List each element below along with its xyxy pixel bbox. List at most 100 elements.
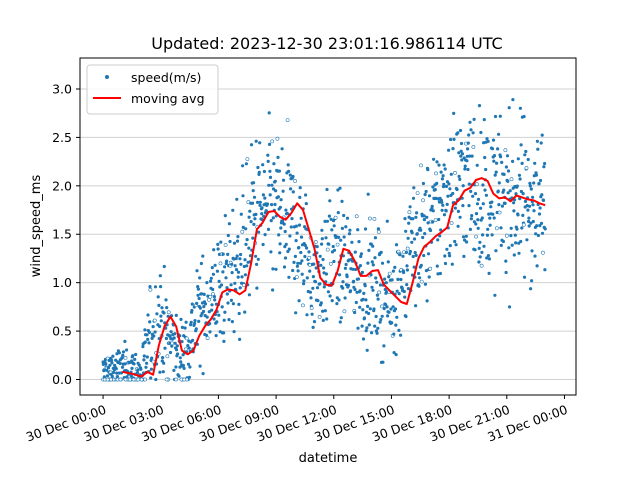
scatter-point <box>321 309 325 313</box>
scatter-point <box>423 192 427 197</box>
scatter-point <box>161 370 165 374</box>
scatter-point <box>125 348 129 352</box>
scatter-point <box>254 139 258 143</box>
scatter-point <box>510 243 514 247</box>
scatter-point <box>209 276 213 280</box>
scatter-point <box>540 231 545 235</box>
scatter-point <box>540 133 544 137</box>
scatter-point <box>448 254 452 258</box>
scatter-point <box>383 277 387 281</box>
scatter-point <box>435 160 439 164</box>
scatter-point <box>176 352 180 356</box>
scatter-point <box>405 268 409 272</box>
scatter-point <box>373 236 377 240</box>
scatter-point <box>173 341 177 345</box>
scatter-point <box>334 235 338 239</box>
scatter-point <box>431 185 435 189</box>
scatter-point <box>281 189 285 193</box>
scatter-point <box>470 154 474 158</box>
scatter-point <box>196 285 200 289</box>
scatter-point <box>447 182 451 186</box>
scatter-point <box>451 191 455 196</box>
scatter-point <box>367 216 372 221</box>
scatter-point <box>532 181 536 185</box>
scatter-point <box>255 286 259 290</box>
scatter-point <box>423 232 427 236</box>
scatter-point <box>221 270 225 274</box>
scatter-point <box>160 306 164 310</box>
scatter-point <box>448 187 452 191</box>
scatter-point <box>447 148 451 152</box>
scatter-point <box>404 314 408 319</box>
scatter-point <box>395 315 399 319</box>
scatter-point <box>531 219 535 224</box>
scatter-point <box>268 175 273 179</box>
scatter-point <box>190 308 194 313</box>
scatter-point <box>110 361 114 365</box>
scatter-point <box>232 241 237 245</box>
scatter-point <box>303 254 307 259</box>
scatter-point <box>475 202 480 206</box>
scatter-point <box>289 225 293 229</box>
scatter-point <box>287 275 291 279</box>
scatter-point <box>267 111 271 115</box>
scatter-point <box>474 234 479 239</box>
scatter-point <box>227 222 231 226</box>
scatter-point <box>487 212 491 216</box>
scatter-point <box>179 317 183 321</box>
scatter-point <box>356 277 360 281</box>
scatter-point <box>332 224 336 228</box>
scatter-point <box>543 161 547 166</box>
scatter-point <box>275 136 280 141</box>
scatter-point <box>491 138 496 142</box>
x-axis-label: datetime <box>299 451 358 466</box>
scatter-point <box>152 318 157 323</box>
scatter-point <box>364 329 368 333</box>
scatter-point <box>520 226 524 230</box>
scatter-point <box>335 296 339 300</box>
scatter-point <box>153 330 157 334</box>
scatter-point <box>525 238 529 242</box>
scatter-point <box>368 307 372 311</box>
scatter-point <box>427 275 431 279</box>
scatter-point <box>426 252 431 256</box>
scatter-point <box>519 239 523 244</box>
scatter-point <box>384 303 388 307</box>
scatter-point <box>197 319 201 323</box>
scatter-point <box>471 131 475 135</box>
scatter-point <box>526 208 530 212</box>
scatter-point <box>459 154 463 158</box>
scatter-point <box>491 212 495 216</box>
scatter-point <box>254 212 258 216</box>
scatter-point <box>376 227 380 231</box>
scatter-point <box>322 285 326 289</box>
scatter-point <box>327 242 331 246</box>
scatter-point <box>196 287 200 291</box>
scatter-point <box>164 377 169 382</box>
scatter-point <box>273 202 277 207</box>
scatter-point <box>317 314 322 319</box>
scatter-point <box>219 283 224 287</box>
scatter-point <box>410 231 414 235</box>
scatter-point <box>300 303 305 308</box>
scatter-point <box>488 223 492 227</box>
scatter-point <box>307 255 312 260</box>
scatter-point <box>387 271 392 276</box>
scatter-point <box>370 260 374 264</box>
scatter-point <box>363 284 367 288</box>
scatter-point <box>529 221 533 225</box>
scatter-point <box>404 250 408 254</box>
scatter-point <box>111 354 115 358</box>
scatter-point <box>186 362 191 366</box>
scatter-point <box>475 163 479 167</box>
scatter-point <box>287 169 291 173</box>
scatter-point <box>161 356 165 360</box>
scatter-point <box>421 198 425 203</box>
scatter-point <box>419 279 424 284</box>
scatter-point <box>380 314 384 318</box>
scatter-point <box>508 189 512 193</box>
scatter-point <box>476 197 481 201</box>
scatter-point <box>148 320 152 324</box>
scatter-point <box>108 363 112 367</box>
scatter-point <box>335 242 340 247</box>
